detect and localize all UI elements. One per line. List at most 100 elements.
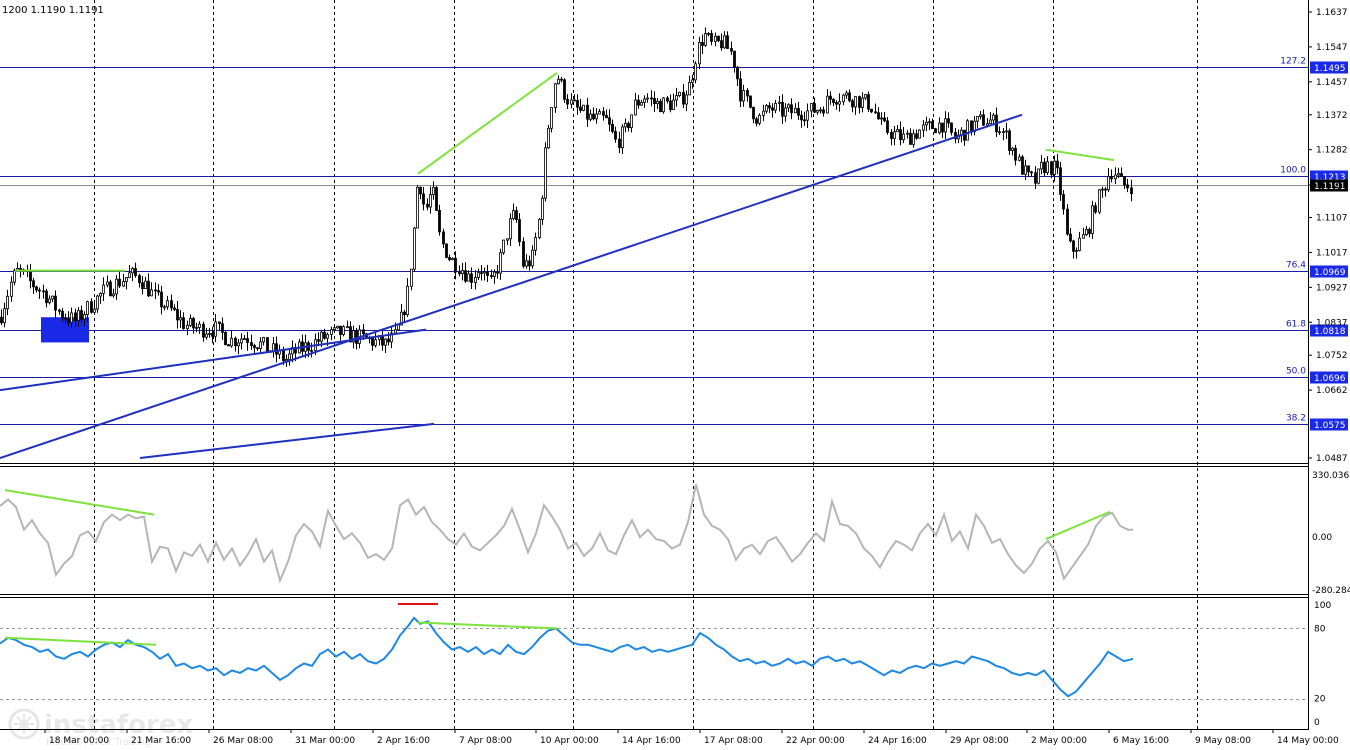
candle-body: [42, 290, 45, 293]
candle-body: [778, 101, 781, 104]
candle-body: [768, 105, 771, 109]
candle-body: [934, 128, 937, 134]
candle-body: [317, 339, 320, 342]
candle-body: [621, 126, 624, 149]
candle-body: [618, 138, 621, 149]
cci-indicator: [0, 484, 1133, 584]
candle-body: [851, 100, 854, 108]
fib-price-text: 1.0818: [1314, 327, 1346, 337]
candle-body: [1014, 147, 1017, 161]
candle-body: [125, 277, 128, 282]
candle-body: [198, 323, 201, 328]
candle-body: [749, 95, 752, 108]
watermark-logo-icon: [8, 708, 40, 740]
candle-body: [109, 281, 112, 297]
candle-body: [842, 94, 845, 103]
candle-body: [739, 78, 742, 102]
cci-tick-label: -280.2849: [1312, 586, 1350, 596]
price-tick-label: 1.1457: [1316, 78, 1348, 88]
candle-body: [912, 133, 915, 145]
candle-body: [858, 96, 861, 108]
divergence-line: [417, 72, 558, 175]
candle-body: [813, 103, 816, 113]
candle-body: [48, 298, 51, 304]
candle-body: [877, 112, 880, 120]
candle-body: [342, 326, 345, 335]
candle-body: [678, 91, 681, 96]
time-tick-label: 29 Apr 08:00: [950, 736, 1009, 746]
candle-body: [13, 270, 16, 283]
ohlc-readout: 1200 1.1190 1.1191: [2, 5, 104, 16]
fib-price-badge: [1310, 418, 1348, 431]
candle-body: [784, 107, 787, 117]
candle-body: [816, 109, 819, 113]
candle-body: [835, 102, 838, 105]
candle-body: [1117, 173, 1120, 176]
candle-body: [653, 97, 656, 105]
candle-body: [1088, 228, 1091, 234]
candle-body: [128, 272, 131, 278]
candle-body: [326, 334, 329, 339]
price-axis: 1.1495 1.1213 1.0969 1.0818 1.0696 1.0575 1.11…: [1308, 8, 1350, 728]
candle-body: [762, 110, 765, 116]
candle-body: [656, 100, 659, 105]
candle-body: [544, 147, 547, 199]
candle-body: [640, 102, 643, 106]
candle-body: [646, 97, 649, 100]
candle-body: [54, 295, 57, 311]
cci-divergence-line: [4, 489, 155, 516]
candle-body: [115, 278, 118, 295]
candle-body: [182, 317, 185, 329]
candle-body: [861, 97, 864, 108]
candle-body: [563, 79, 566, 100]
candle-body: [707, 33, 710, 35]
candle-body: [986, 123, 989, 126]
candle-body: [96, 295, 99, 310]
panel-frames: [0, 0, 1309, 730]
candle-body: [970, 120, 973, 133]
candle-body: [246, 338, 249, 343]
candle-body: [138, 275, 141, 284]
candle-body: [458, 271, 461, 275]
candle-body: [426, 203, 429, 208]
candle-body: [218, 321, 221, 325]
price-tick-label: 1.1372: [1316, 111, 1348, 121]
candle-body: [141, 282, 144, 289]
candle-body: [733, 50, 736, 68]
candle-body: [3, 308, 6, 324]
candle-body: [394, 329, 397, 334]
candle-body: [1050, 161, 1053, 175]
rsi-tick-label: 0: [1314, 718, 1320, 728]
candle-body: [445, 243, 448, 258]
candle-body: [336, 325, 339, 329]
fib-level-label: 61.8: [1286, 320, 1306, 330]
candle-body: [928, 121, 931, 124]
candle-body: [512, 210, 515, 219]
candle-body: [694, 63, 697, 81]
candle-body: [902, 133, 905, 141]
candle-body: [461, 270, 464, 275]
fib-price-text: 1.0696: [1314, 374, 1346, 384]
trendline: [0, 113, 1023, 459]
candle-body: [208, 333, 211, 335]
candle-body: [726, 35, 729, 49]
candle-body: [758, 114, 761, 124]
candle-body: [362, 329, 365, 335]
candle-body: [154, 289, 157, 292]
watermark-tagline: Instant Forex Trading: [46, 737, 151, 748]
candle-body: [51, 295, 54, 300]
candle-body: [1043, 161, 1046, 174]
candle-body: [429, 194, 432, 208]
candle-body: [374, 339, 377, 346]
candle-body: [576, 100, 579, 108]
candle-body: [288, 353, 291, 360]
candle-body: [570, 99, 573, 105]
candle-body: [90, 301, 93, 313]
candle-body: [410, 268, 413, 287]
candle-body: [330, 329, 333, 335]
candle-body: [64, 317, 67, 320]
candle-body: [522, 241, 525, 267]
candle-body: [1062, 194, 1065, 210]
candle-body: [701, 42, 704, 46]
candle-body: [227, 344, 230, 347]
